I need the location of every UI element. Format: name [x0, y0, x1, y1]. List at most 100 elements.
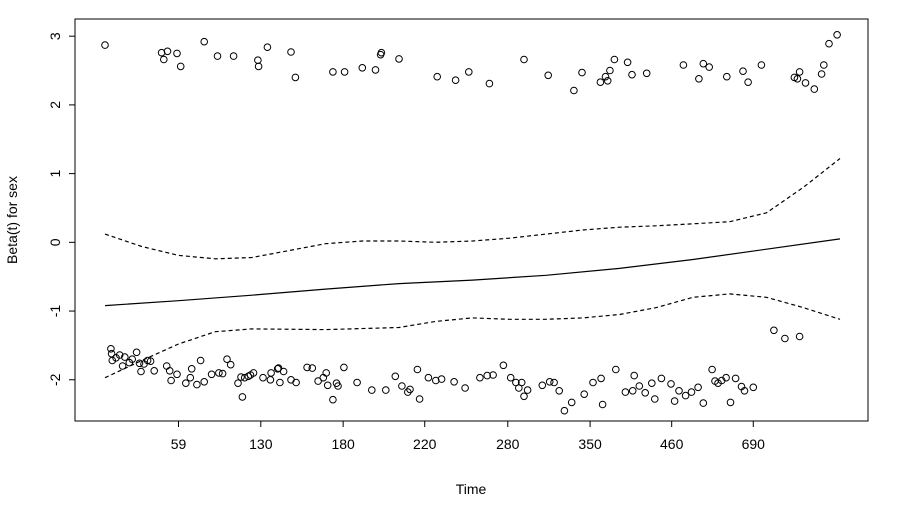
data-point-20 — [395, 55, 403, 63]
data-point-54 — [107, 345, 115, 353]
data-point-77 — [193, 380, 201, 389]
data-point-82 — [218, 369, 227, 378]
plot-box — [74, 18, 869, 422]
x-axis: 59 130 180 220 280 350 460 690 — [171, 421, 765, 452]
point-group — [101, 31, 841, 415]
data-point-28 — [578, 68, 586, 77]
confidence-band-line-2 — [104, 293, 841, 379]
data-point-123 — [450, 378, 458, 386]
data-point-128 — [499, 361, 508, 370]
y-tick-label-2: 0 — [47, 238, 63, 246]
y-tick-label-0: -2 — [47, 373, 63, 386]
data-point-11 — [263, 43, 272, 52]
data-point-103 — [314, 377, 322, 385]
data-point-161 — [708, 365, 716, 374]
data-point-2 — [160, 55, 168, 64]
data-point-47 — [795, 68, 804, 76]
data-point-148 — [630, 371, 639, 380]
data-point-10 — [254, 62, 263, 71]
data-point-74 — [182, 379, 190, 388]
data-point-127 — [489, 371, 497, 379]
data-point-125 — [476, 373, 484, 382]
data-point-44 — [757, 61, 766, 69]
data-point-156 — [675, 387, 683, 395]
data-point-171 — [770, 326, 778, 335]
data-point-78 — [196, 356, 205, 365]
data-point-113 — [382, 386, 390, 394]
data-point-87 — [238, 393, 247, 401]
data-point-83 — [223, 355, 231, 364]
data-point-91 — [249, 369, 258, 377]
data-point-58 — [115, 351, 124, 359]
data-point-13 — [291, 73, 300, 82]
data-point-16 — [358, 64, 367, 72]
data-point-69 — [150, 367, 158, 375]
data-point-169 — [740, 387, 749, 395]
data-point-34 — [623, 58, 632, 67]
data-point-33 — [610, 55, 619, 64]
data-point-63 — [132, 348, 141, 357]
data-point-104 — [319, 373, 328, 382]
curve-group — [104, 158, 841, 379]
data-point-146 — [621, 388, 630, 396]
data-point-159 — [694, 383, 702, 392]
data-point-40 — [705, 63, 714, 71]
data-point-107 — [329, 395, 337, 404]
data-point-92 — [259, 373, 267, 382]
data-point-65 — [137, 367, 145, 376]
x-tick-label-0: 59 — [171, 436, 187, 452]
data-point-42 — [739, 67, 747, 75]
data-point-170 — [749, 383, 758, 392]
data-point-62 — [128, 355, 136, 364]
y-tick-label-3: 1 — [47, 170, 63, 178]
data-point-121 — [432, 376, 440, 385]
y-tick-label-4: 2 — [47, 101, 63, 109]
data-point-26 — [544, 71, 553, 80]
data-point-93 — [266, 376, 275, 384]
x-axis-label: Time — [456, 481, 487, 497]
data-point-157 — [681, 391, 690, 400]
data-point-98 — [279, 367, 288, 376]
data-point-153 — [657, 374, 666, 383]
data-point-110 — [340, 363, 348, 372]
data-point-145 — [612, 365, 620, 374]
data-point-124 — [461, 384, 469, 392]
data-point-139 — [560, 406, 569, 415]
data-point-71 — [165, 367, 174, 375]
data-point-109 — [334, 382, 342, 390]
data-point-106 — [323, 381, 332, 390]
data-point-143 — [597, 374, 605, 383]
data-point-17 — [371, 66, 380, 74]
data-point-140 — [567, 398, 576, 407]
data-point-166 — [726, 398, 735, 407]
data-point-111 — [353, 378, 361, 387]
beta-curve-line-0 — [104, 238, 841, 307]
data-point-24 — [485, 79, 494, 88]
data-point-38 — [695, 75, 703, 83]
data-point-120 — [424, 373, 433, 382]
data-point-117 — [406, 385, 414, 394]
data-point-31 — [603, 77, 612, 85]
data-point-80 — [207, 370, 216, 379]
data-point-4 — [173, 49, 181, 58]
data-point-100 — [292, 378, 300, 387]
x-tick-label-6: 460 — [660, 436, 684, 452]
data-point-132 — [517, 378, 526, 387]
data-point-133 — [520, 392, 528, 401]
data-point-21 — [433, 72, 442, 81]
data-point-160 — [699, 399, 708, 407]
data-point-154 — [667, 380, 675, 388]
data-point-158 — [687, 388, 696, 396]
data-point-48 — [801, 79, 810, 87]
data-point-136 — [545, 378, 554, 386]
data-point-141 — [580, 390, 589, 399]
confidence-band-line-1 — [104, 158, 841, 260]
data-point-172 — [781, 334, 789, 343]
data-point-59 — [118, 362, 127, 370]
data-point-75 — [186, 373, 195, 382]
data-point-52 — [825, 39, 833, 48]
data-point-96 — [274, 364, 283, 372]
data-point-14 — [329, 68, 337, 76]
data-point-149 — [635, 382, 644, 390]
data-point-126 — [483, 371, 492, 380]
